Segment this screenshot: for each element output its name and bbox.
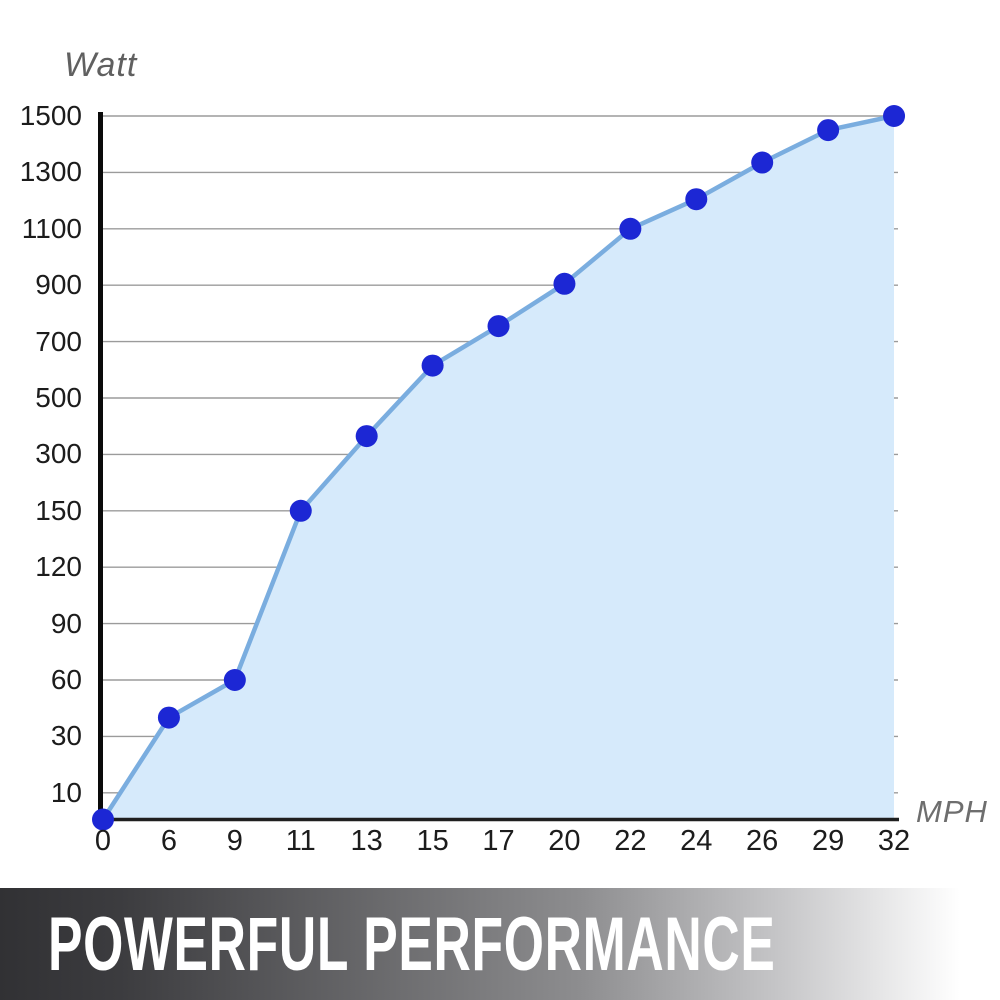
y-tick-label: 90 — [50, 607, 82, 639]
y-tick-label: 120 — [35, 551, 82, 583]
data-point — [223, 669, 246, 691]
y-tick-label: 1300 — [19, 156, 82, 188]
x-tick-label: 13 — [350, 825, 383, 857]
data-point — [619, 217, 642, 240]
x-tick-label: 29 — [811, 825, 845, 857]
y-tick-label: 900 — [35, 269, 82, 301]
x-tick-label: 32 — [877, 825, 911, 857]
y-tick-label: 1500 — [19, 100, 82, 131]
data-point — [883, 105, 906, 127]
y-tick-label: 60 — [50, 664, 82, 695]
banner-title: POWERFUL PERFORMANCE — [48, 901, 776, 987]
data-point — [92, 808, 114, 831]
data-point — [487, 315, 510, 338]
x-tick-label: 11 — [285, 825, 316, 857]
x-tick-label: 26 — [746, 825, 779, 857]
data-point — [355, 425, 378, 448]
y-tick-label: 1100 — [21, 212, 82, 244]
data-point — [289, 499, 312, 522]
x-tick-label: 9 — [226, 825, 243, 857]
y-tick-label: 500 — [35, 382, 82, 413]
chart-plot-area — [92, 105, 906, 831]
x-tick-label: 0 — [94, 825, 112, 857]
banner: POWERFUL PERFORMANCE — [0, 888, 1000, 1000]
x-axis-title: MPH — [916, 794, 988, 829]
y-tick-label: 150 — [35, 494, 82, 526]
x-tick-label: 22 — [614, 825, 647, 857]
x-tick-label: 20 — [548, 825, 581, 857]
y-tick-label: 700 — [35, 325, 82, 357]
data-point — [751, 151, 774, 174]
data-point — [421, 354, 444, 377]
y-tick-label: 300 — [35, 438, 82, 470]
y-tick-label: 30 — [50, 720, 82, 752]
x-tick-label: 6 — [160, 825, 177, 857]
x-tick-label: 24 — [680, 825, 713, 857]
x-tick-label: 17 — [482, 825, 515, 857]
data-point — [157, 706, 180, 729]
data-point — [553, 272, 576, 295]
y-axis-title: Watt — [64, 46, 138, 84]
y-tick-label: 10 — [50, 776, 82, 808]
data-point — [817, 119, 840, 142]
x-tick-label: 15 — [416, 825, 449, 857]
area-fill — [103, 116, 894, 820]
data-point — [685, 188, 708, 211]
